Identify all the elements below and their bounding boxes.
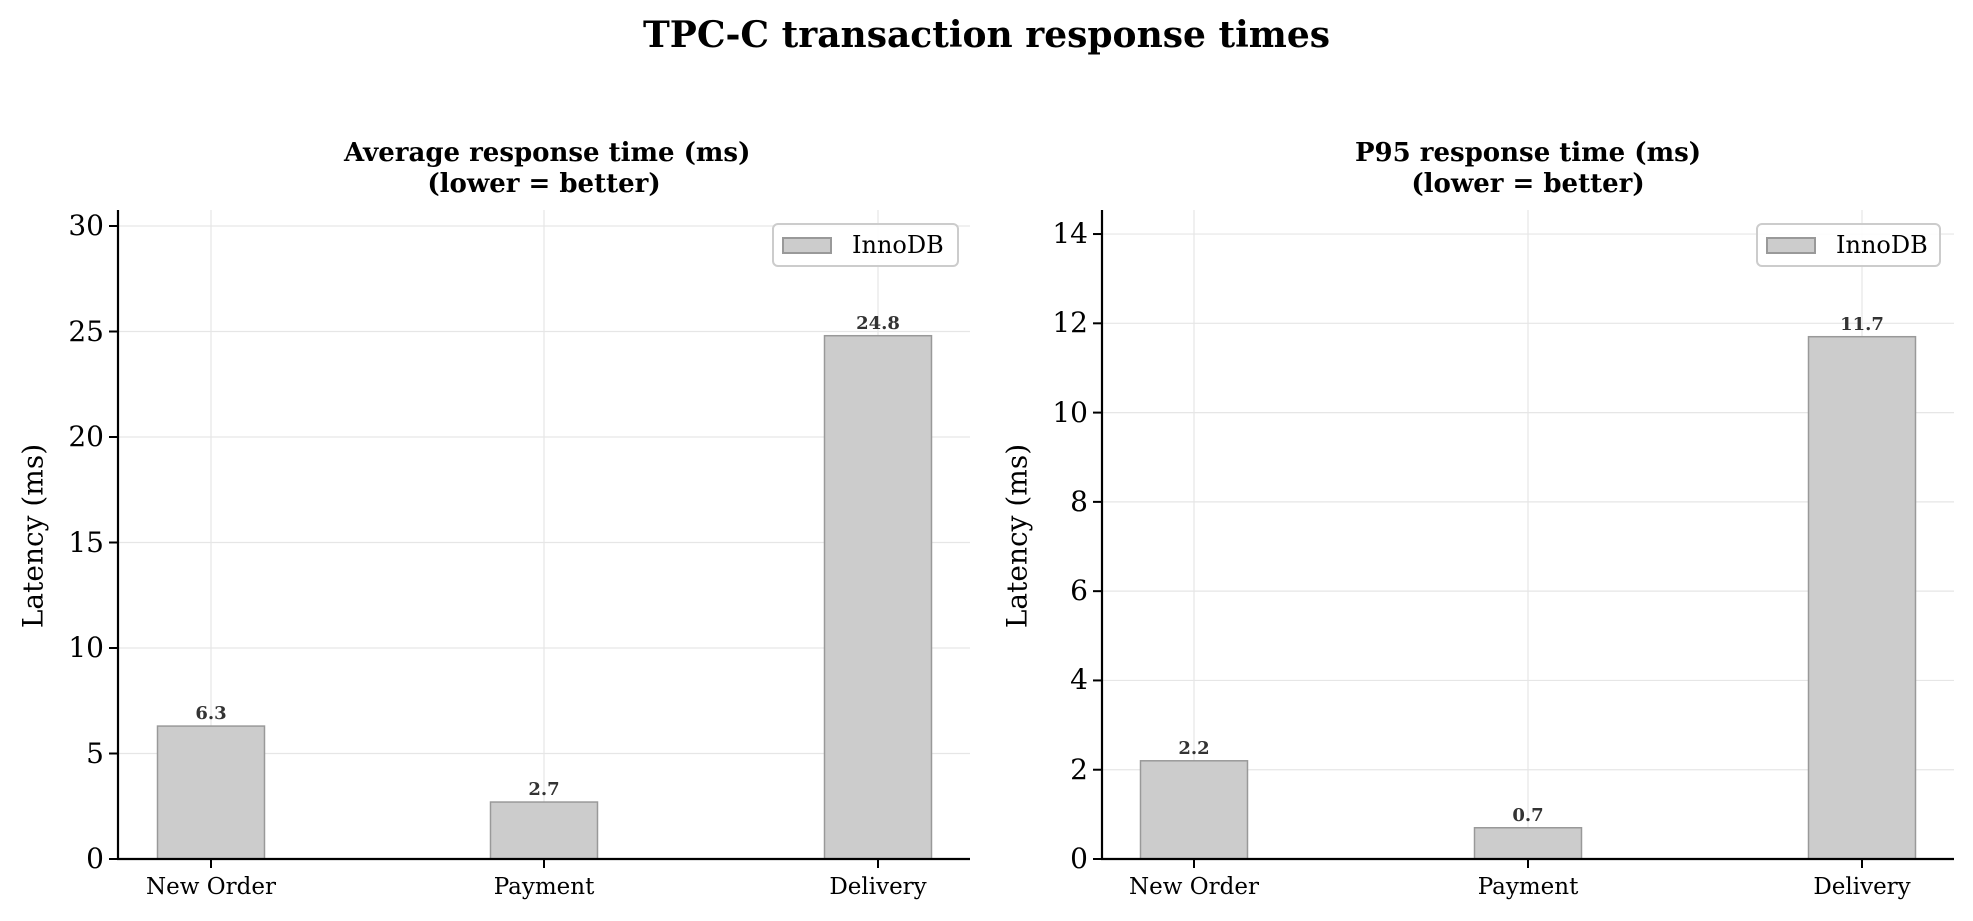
bar-value-label: 11.7 [1840,313,1884,335]
x-tick-label: Payment [493,874,595,900]
bar-value-label: 0.7 [1512,804,1544,826]
x-tick-label: New Order [1129,874,1259,900]
subplot-title-line-2: (lower = better) [1411,169,1645,199]
y-tick-label: 12 [1052,306,1088,340]
x-tick-label: Delivery [1813,874,1911,900]
y-tick-label: 30 [68,209,104,242]
bar-new-order [1139,760,1249,860]
bar-new-order [156,725,266,860]
bar-payment [489,801,599,860]
subplot-title-line-2: (lower = better) [427,169,661,199]
x-tick-label: New Order [146,874,276,900]
y-tick-label: 0 [1070,842,1088,875]
legend-label: InnoDB [1836,231,1928,259]
y-tick-label: 14 [1052,217,1088,251]
y-tick-label: 20 [68,420,104,453]
subplot-title: P95 response time (ms) (lower = better) [1328,138,1728,200]
x-tick-label: Payment [1477,874,1579,900]
figure-title: TPC-C transaction response times [642,14,1331,56]
y-tick-label: 2 [1070,752,1088,786]
subplot-title-line-1: P95 response time (ms) [1354,138,1702,168]
bar-value-label: 2.2 [1178,737,1210,759]
y-tick-label: 8 [1070,484,1088,518]
legend-swatch-icon [1766,236,1816,254]
bar-value-label: 24.8 [856,312,900,334]
legend-label: InnoDB [852,231,944,259]
bar-delivery [823,334,933,860]
y-tick-label: 10 [1052,395,1088,429]
y-tick-label: 0 [86,842,104,875]
legend: InnoDB [1756,223,1941,267]
bar-value-label: 6.3 [195,703,227,725]
y-tick-label: 10 [68,631,104,664]
bar-delivery [1807,335,1917,860]
subplot-title: Average response time (ms) (lower = bett… [344,138,751,200]
legend: InnoDB [772,223,959,267]
y-tick-label: 6 [1070,574,1088,608]
y-tick-label: 5 [86,736,104,770]
subplot-title-line-1: Average response time (ms) [344,138,751,168]
x-tick-label: Delivery [829,874,927,900]
y-tick-label: 25 [68,314,104,348]
bar-payment [1473,827,1583,860]
bar-value-label: 2.7 [528,779,560,801]
legend-swatch-icon [782,236,832,254]
y-tick-label: 15 [68,525,104,559]
y-tick-label: 4 [1070,663,1088,697]
